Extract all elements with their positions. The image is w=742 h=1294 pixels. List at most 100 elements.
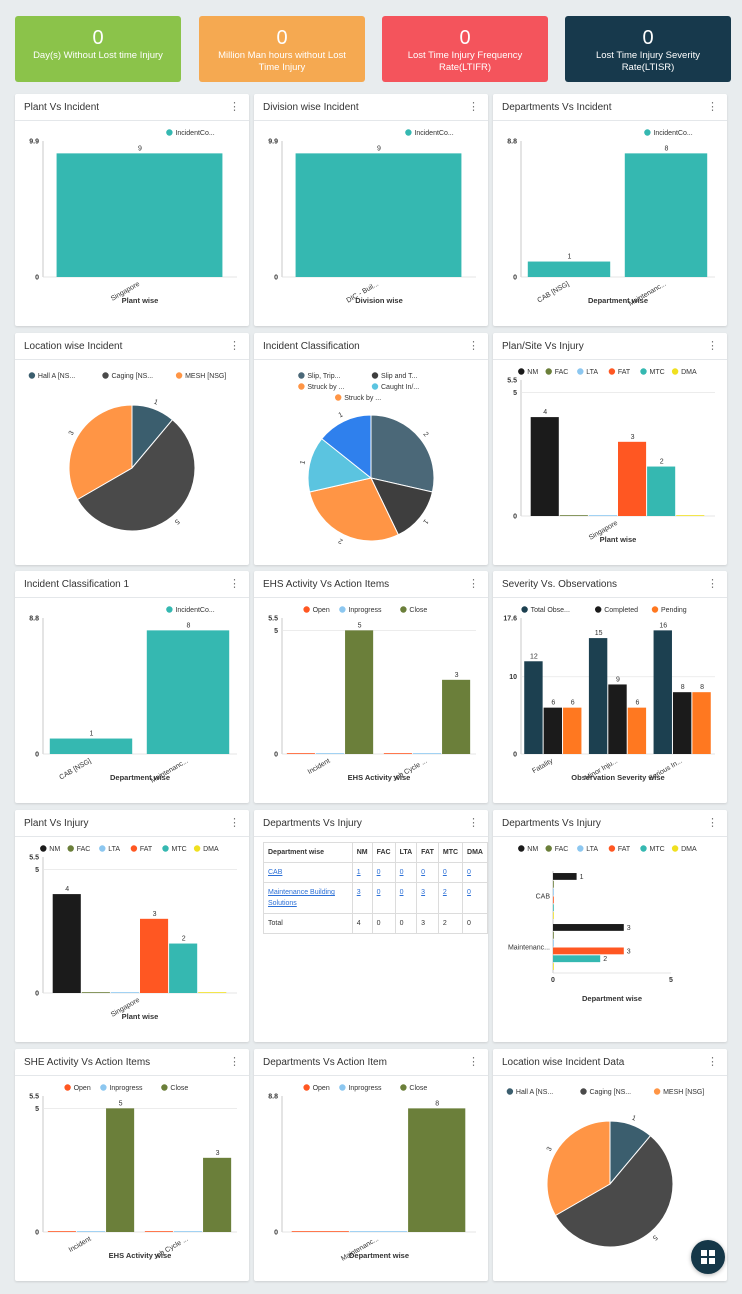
table-row: CAB 1 0 0 0 0 0 — [263, 862, 488, 883]
legend-dot — [303, 606, 310, 613]
card-title: Incident Classification — [254, 333, 488, 360]
card-menu-icon[interactable]: ⋮ — [468, 578, 479, 590]
count-link[interactable]: 0 — [442, 869, 447, 876]
count-link[interactable]: 0 — [399, 869, 404, 876]
count-link[interactable]: 0 — [399, 889, 404, 896]
data-label: 2 — [603, 956, 607, 963]
table-cell: 0 — [437, 862, 464, 883]
legend-label: LTA — [586, 846, 598, 853]
bar-total-obse — [588, 638, 608, 754]
data-label: 9 — [616, 676, 620, 683]
legend-dot — [175, 372, 183, 379]
x-tick-label: 5 — [669, 977, 673, 984]
bar-nm — [52, 894, 81, 993]
x-tick-label: Incident — [307, 758, 332, 776]
kpi-label: Lost Time Injury Severity Rate(LTISR) — [595, 50, 700, 73]
y-tick-label: 5 — [35, 1106, 39, 1113]
y-tick-label: 5 — [35, 867, 39, 874]
slice-label: 1 — [421, 518, 429, 525]
legend-dot — [40, 845, 47, 852]
y-tick-label: 8.8 — [507, 139, 517, 146]
legend-dot — [580, 1088, 587, 1095]
bar-fat — [140, 918, 169, 993]
x-tick-label: CAB [NSG] — [58, 758, 92, 782]
legend-label: IncidentCo... — [414, 130, 453, 137]
chart-card-departments-vs-injury: Departments Vs Injury ⋮ NM FAC LTA FAT MTC DMA 0… — [493, 810, 727, 1042]
count-link[interactable]: 0 — [467, 869, 471, 876]
legend-dot — [67, 845, 74, 852]
y-tick-label: 0 — [35, 1230, 39, 1237]
card-menu-icon[interactable]: ⋮ — [707, 578, 718, 590]
y-tick-label: 9.9 — [29, 139, 39, 146]
legend-label: Caging [NS... — [112, 373, 154, 380]
legend-dot — [545, 368, 552, 375]
count-link[interactable]: 0 — [376, 889, 381, 896]
count-link[interactable]: 0 — [467, 889, 471, 896]
y-tick-label: 5.5 — [29, 855, 39, 862]
legend-dot — [608, 845, 616, 852]
department-link[interactable]: Maintenance Building Solutions — [268, 889, 335, 907]
chart-card-plant-vs-incident: Plant Vs Incident ⋮ IncidentCo... 0 9.9 9 Sing… — [15, 94, 249, 326]
column-header: MTC — [437, 842, 464, 863]
legend-dot — [651, 606, 659, 613]
bar-total-obse — [653, 630, 672, 754]
dashboard-grid-button[interactable] — [691, 1240, 725, 1274]
legend-dot — [162, 845, 169, 852]
column-header: Department wise — [263, 842, 353, 863]
legend-dot — [371, 372, 379, 379]
bar-dma — [553, 912, 554, 919]
legend-label: Open — [313, 607, 330, 614]
legend-label: NM — [49, 846, 60, 853]
card-menu-icon[interactable]: ⋮ — [707, 101, 718, 113]
card-menu-icon[interactable]: ⋮ — [468, 1056, 479, 1068]
card-menu-icon[interactable]: ⋮ — [229, 578, 240, 590]
department-link[interactable]: CAB — [268, 869, 283, 876]
legend-dot — [400, 606, 407, 613]
legend-label: DMA — [203, 846, 219, 853]
legend-label: Close — [409, 1085, 427, 1092]
count-link[interactable]: 0 — [421, 869, 426, 876]
card-menu-icon[interactable]: ⋮ — [229, 817, 240, 829]
card-menu-icon[interactable]: ⋮ — [468, 101, 479, 113]
card-menu-icon[interactable]: ⋮ — [707, 817, 718, 829]
card-menu-icon[interactable]: ⋮ — [468, 817, 479, 829]
slice-label: 1 — [338, 411, 345, 419]
count-link[interactable]: 2 — [442, 889, 447, 896]
bar-fac — [553, 880, 554, 888]
y-tick-label: 17.6 — [503, 616, 517, 623]
bar-lta — [588, 515, 617, 516]
card-title: Departments Vs Action Item — [254, 1049, 488, 1076]
chart-svg: Hall A [NS... Caging [NS... MESH [NSG] 1 5 3 — [506, 1088, 704, 1248]
legend-label: LTA — [108, 846, 120, 853]
card-menu-icon[interactable]: ⋮ — [707, 340, 718, 352]
count-link[interactable]: 1 — [356, 869, 361, 876]
bar-open — [291, 1231, 349, 1232]
bar-pending — [563, 707, 582, 754]
count-link[interactable]: 3 — [421, 889, 426, 896]
table-cell: CAB — [263, 862, 353, 883]
bar-nm — [530, 417, 559, 516]
card-menu-icon[interactable]: ⋮ — [229, 340, 240, 352]
data-label: 6 — [551, 700, 555, 707]
chart-card-she-activity-vs-action-items: SHE Activity Vs Action Items ⋮ Open Inprogr… — [15, 1049, 249, 1281]
y-tick-label: 5.5 — [268, 616, 278, 623]
card-menu-icon[interactable]: ⋮ — [229, 101, 240, 113]
kpi-label: Day(s) Without Lost time Injury — [33, 50, 163, 61]
bar-open — [383, 753, 412, 754]
count-link[interactable]: 3 — [356, 889, 361, 896]
y-tick-label: CAB — [536, 894, 551, 901]
card-menu-icon[interactable]: ⋮ — [707, 1056, 718, 1068]
card-menu-icon[interactable]: ⋮ — [229, 1056, 240, 1068]
bar-fac — [559, 515, 588, 516]
x-tick-label: Incident — [68, 1236, 93, 1254]
legend-dot — [166, 129, 173, 136]
legend-dot — [518, 368, 525, 375]
count-link[interactable]: 0 — [376, 869, 381, 876]
card-menu-icon[interactable]: ⋮ — [468, 340, 479, 352]
bar-pending — [627, 707, 647, 754]
x-tick-label: CAB [NSG] — [536, 281, 570, 305]
bar-dma — [553, 963, 554, 970]
legend-label: Hall A [NS... — [38, 373, 75, 380]
